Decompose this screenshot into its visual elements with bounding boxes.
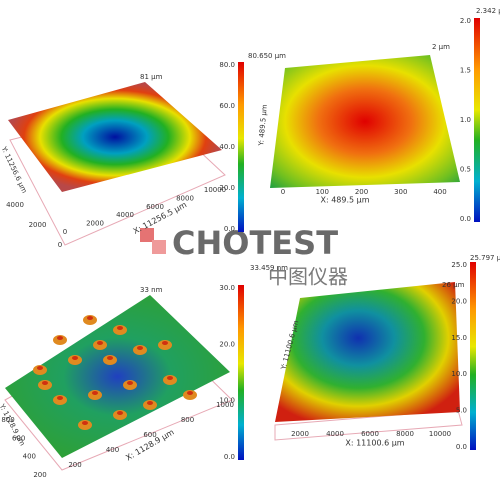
peak — [107, 356, 113, 360]
x-tick-label: 6000 — [361, 430, 379, 438]
colorbar-tick: 40.0 — [219, 143, 235, 151]
peak-label: 81 µm — [140, 73, 163, 81]
colorbar-tick: 1.0 — [460, 116, 471, 124]
surface — [8, 82, 222, 192]
x-tick-label: 1000 — [216, 401, 234, 409]
logo-mark — [140, 228, 154, 242]
colorbar-max: 25.797 µm — [470, 254, 500, 262]
peak — [147, 401, 153, 405]
x-tick-label: 6000 — [146, 203, 164, 211]
x-tick-label: 0 — [63, 228, 67, 236]
logo-name: CHOTEST — [172, 224, 338, 262]
peak — [187, 391, 193, 395]
colorbar — [470, 262, 476, 450]
x-tick-label: 400 — [106, 446, 119, 454]
colorbar-tick: 10.0 — [451, 370, 467, 378]
colorbar-tick: 1.5 — [460, 67, 471, 75]
x-tick-label: 100 — [316, 188, 329, 196]
colorbar-tick: 20.0 — [219, 340, 235, 348]
x-tick-label: 200 — [68, 461, 81, 469]
peak — [37, 366, 43, 370]
x-tick-label: 2000 — [291, 430, 309, 438]
colorbar-tick: 0.0 — [224, 225, 235, 233]
x-tick-label: 4000 — [326, 430, 344, 438]
peak — [137, 346, 143, 350]
surface — [270, 55, 460, 188]
colorbar-tick: 0.0 — [456, 443, 467, 451]
surface — [275, 282, 460, 422]
colorbar-tick: 80.0 — [219, 61, 235, 69]
x-tick-label: 8000 — [176, 194, 194, 202]
x-tick-label: 2000 — [86, 220, 104, 228]
y-tick-label: 400 — [23, 453, 36, 461]
peak — [57, 396, 63, 400]
peak — [57, 336, 63, 340]
colorbar-tick: 0.0 — [460, 215, 471, 223]
peak — [42, 381, 48, 385]
peaks — [33, 315, 197, 430]
x-tick-label: 400 — [433, 188, 446, 196]
colorbar-max: 33.459 nm — [250, 264, 288, 272]
colorbar-max: 2.342 µm — [476, 7, 500, 15]
colorbar-tick: 10.0 — [219, 397, 235, 405]
x-tick-label: 10000 — [204, 186, 226, 194]
x-tick-label: 200 — [355, 188, 368, 196]
colorbar-tick: 5.0 — [456, 407, 467, 415]
peak — [87, 316, 93, 320]
x-tick-label: 300 — [394, 188, 407, 196]
peak — [72, 356, 78, 360]
peak — [82, 421, 88, 425]
colorbar — [474, 18, 480, 222]
logo: CHOTEST 中图仪器 — [140, 224, 348, 289]
x-axis-label: X: 11100.6 µm — [345, 439, 404, 448]
peak — [97, 341, 103, 345]
colorbar-tick: 15.0 — [451, 334, 467, 342]
peak — [117, 326, 123, 330]
colorbar-tick: 30.0 — [219, 284, 235, 292]
y-tick-label: 600 — [12, 434, 25, 442]
x-tick-label: 10000 — [429, 430, 451, 438]
surface — [5, 295, 230, 458]
x-tick-label: 4000 — [116, 211, 134, 219]
peak — [127, 381, 133, 385]
colorbar-max: 80.650 µm — [248, 52, 286, 60]
y-tick-label: 2000 — [29, 221, 47, 229]
x-axis-label: X: 489.5 µm — [320, 196, 369, 205]
colorbar-tick: 20.0 — [451, 297, 467, 305]
peak — [162, 341, 168, 345]
x-tick-label: 800 — [181, 416, 194, 424]
peak-label: 33 nm — [140, 286, 163, 294]
colorbar-tick: 20.0 — [219, 184, 235, 192]
colorbar-tick: 60.0 — [219, 102, 235, 110]
peak-label: 26 µm — [442, 281, 465, 289]
peak-label: 2 µm — [432, 43, 450, 51]
y-tick-label: 4000 — [6, 201, 24, 209]
x-tick-label: 0 — [281, 188, 285, 196]
colorbar-tick: 2.0 — [460, 17, 471, 25]
logo-subtitle: 中图仪器 — [268, 265, 348, 289]
y-tick-label: 0 — [58, 241, 62, 249]
peak — [92, 391, 98, 395]
colorbar — [238, 62, 244, 232]
logo-mark — [152, 240, 166, 254]
colorbar-tick: 0.0 — [224, 453, 235, 461]
colorbar-tick: 0.5 — [460, 166, 471, 174]
y-tick-label: 200 — [33, 471, 46, 479]
peak — [167, 376, 173, 380]
colorbar — [238, 285, 244, 460]
x-tick-label: 8000 — [396, 430, 414, 438]
peak — [117, 411, 123, 415]
y-tick-label: 800 — [1, 416, 14, 424]
y-axis-label: Y: 11256.6 µm — [0, 145, 28, 195]
y-axis-label: Y: 489.5 µm — [257, 104, 269, 147]
x-tick-label: 600 — [143, 431, 156, 439]
colorbar-tick: 25.0 — [451, 261, 467, 269]
